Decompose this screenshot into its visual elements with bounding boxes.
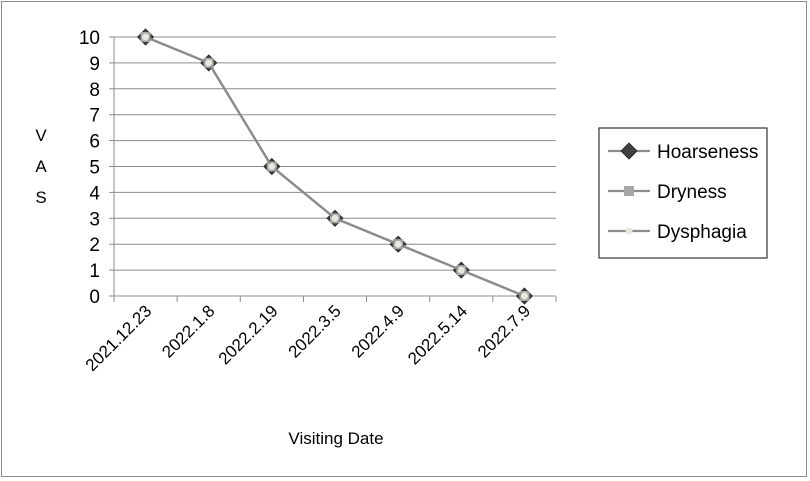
data-point xyxy=(205,59,213,67)
legend-item-hoarseness: Hoarseness xyxy=(608,142,758,163)
legend-item-dysphagia: Dysphagia xyxy=(608,222,747,243)
x-tick-label: 2022.3.5 xyxy=(285,301,345,361)
series-group xyxy=(137,28,533,305)
y-tick-label: 2 xyxy=(89,235,100,256)
y-tick-label: 8 xyxy=(89,80,100,101)
y-tick-labels: 0 1 2 3 4 5 6 7 8 9 10 xyxy=(79,28,101,308)
x-tick-label: 2021.12.23 xyxy=(82,301,156,375)
y-tick-label: 4 xyxy=(89,183,100,204)
x-tick-label: 2022.4.9 xyxy=(348,301,408,361)
diamond-marker-icon xyxy=(620,142,638,160)
legend-item-dryness: Dryness xyxy=(608,182,727,203)
data-point xyxy=(394,240,402,248)
data-point xyxy=(142,33,150,41)
x-tick-label: 2022.2.19 xyxy=(215,301,282,368)
legend-label: Dryness xyxy=(657,182,727,203)
legend-label: Hoarseness xyxy=(657,142,758,163)
circle-marker-icon xyxy=(625,227,633,235)
data-point xyxy=(457,266,465,274)
x-tick-label: 2022.5.14 xyxy=(404,301,471,368)
y-tick-label: 6 xyxy=(89,132,100,153)
y-tick-label: 5 xyxy=(89,158,100,179)
series-dysphagia xyxy=(142,33,528,300)
data-point xyxy=(268,163,276,170)
y-tick-label: 3 xyxy=(89,209,100,230)
gridlines xyxy=(114,36,556,271)
square-marker-icon xyxy=(624,186,634,196)
y-tick-label: 1 xyxy=(89,261,100,282)
y-tick-label: 10 xyxy=(79,28,100,49)
y-tick-label: 0 xyxy=(89,287,100,308)
x-tick-label: 2022.1.8 xyxy=(158,301,218,361)
x-axis-title: Visiting Date xyxy=(288,429,383,448)
legend: Hoarseness Dryness Dysphagia xyxy=(598,127,768,259)
x-tick-label: 2022.7.9 xyxy=(474,301,534,361)
data-point xyxy=(331,214,339,222)
axes xyxy=(109,36,557,302)
y-tick-label: 7 xyxy=(89,106,100,127)
data-point xyxy=(520,292,528,300)
y-tick-label: 9 xyxy=(89,54,100,75)
legend-label: Dysphagia xyxy=(657,222,747,243)
